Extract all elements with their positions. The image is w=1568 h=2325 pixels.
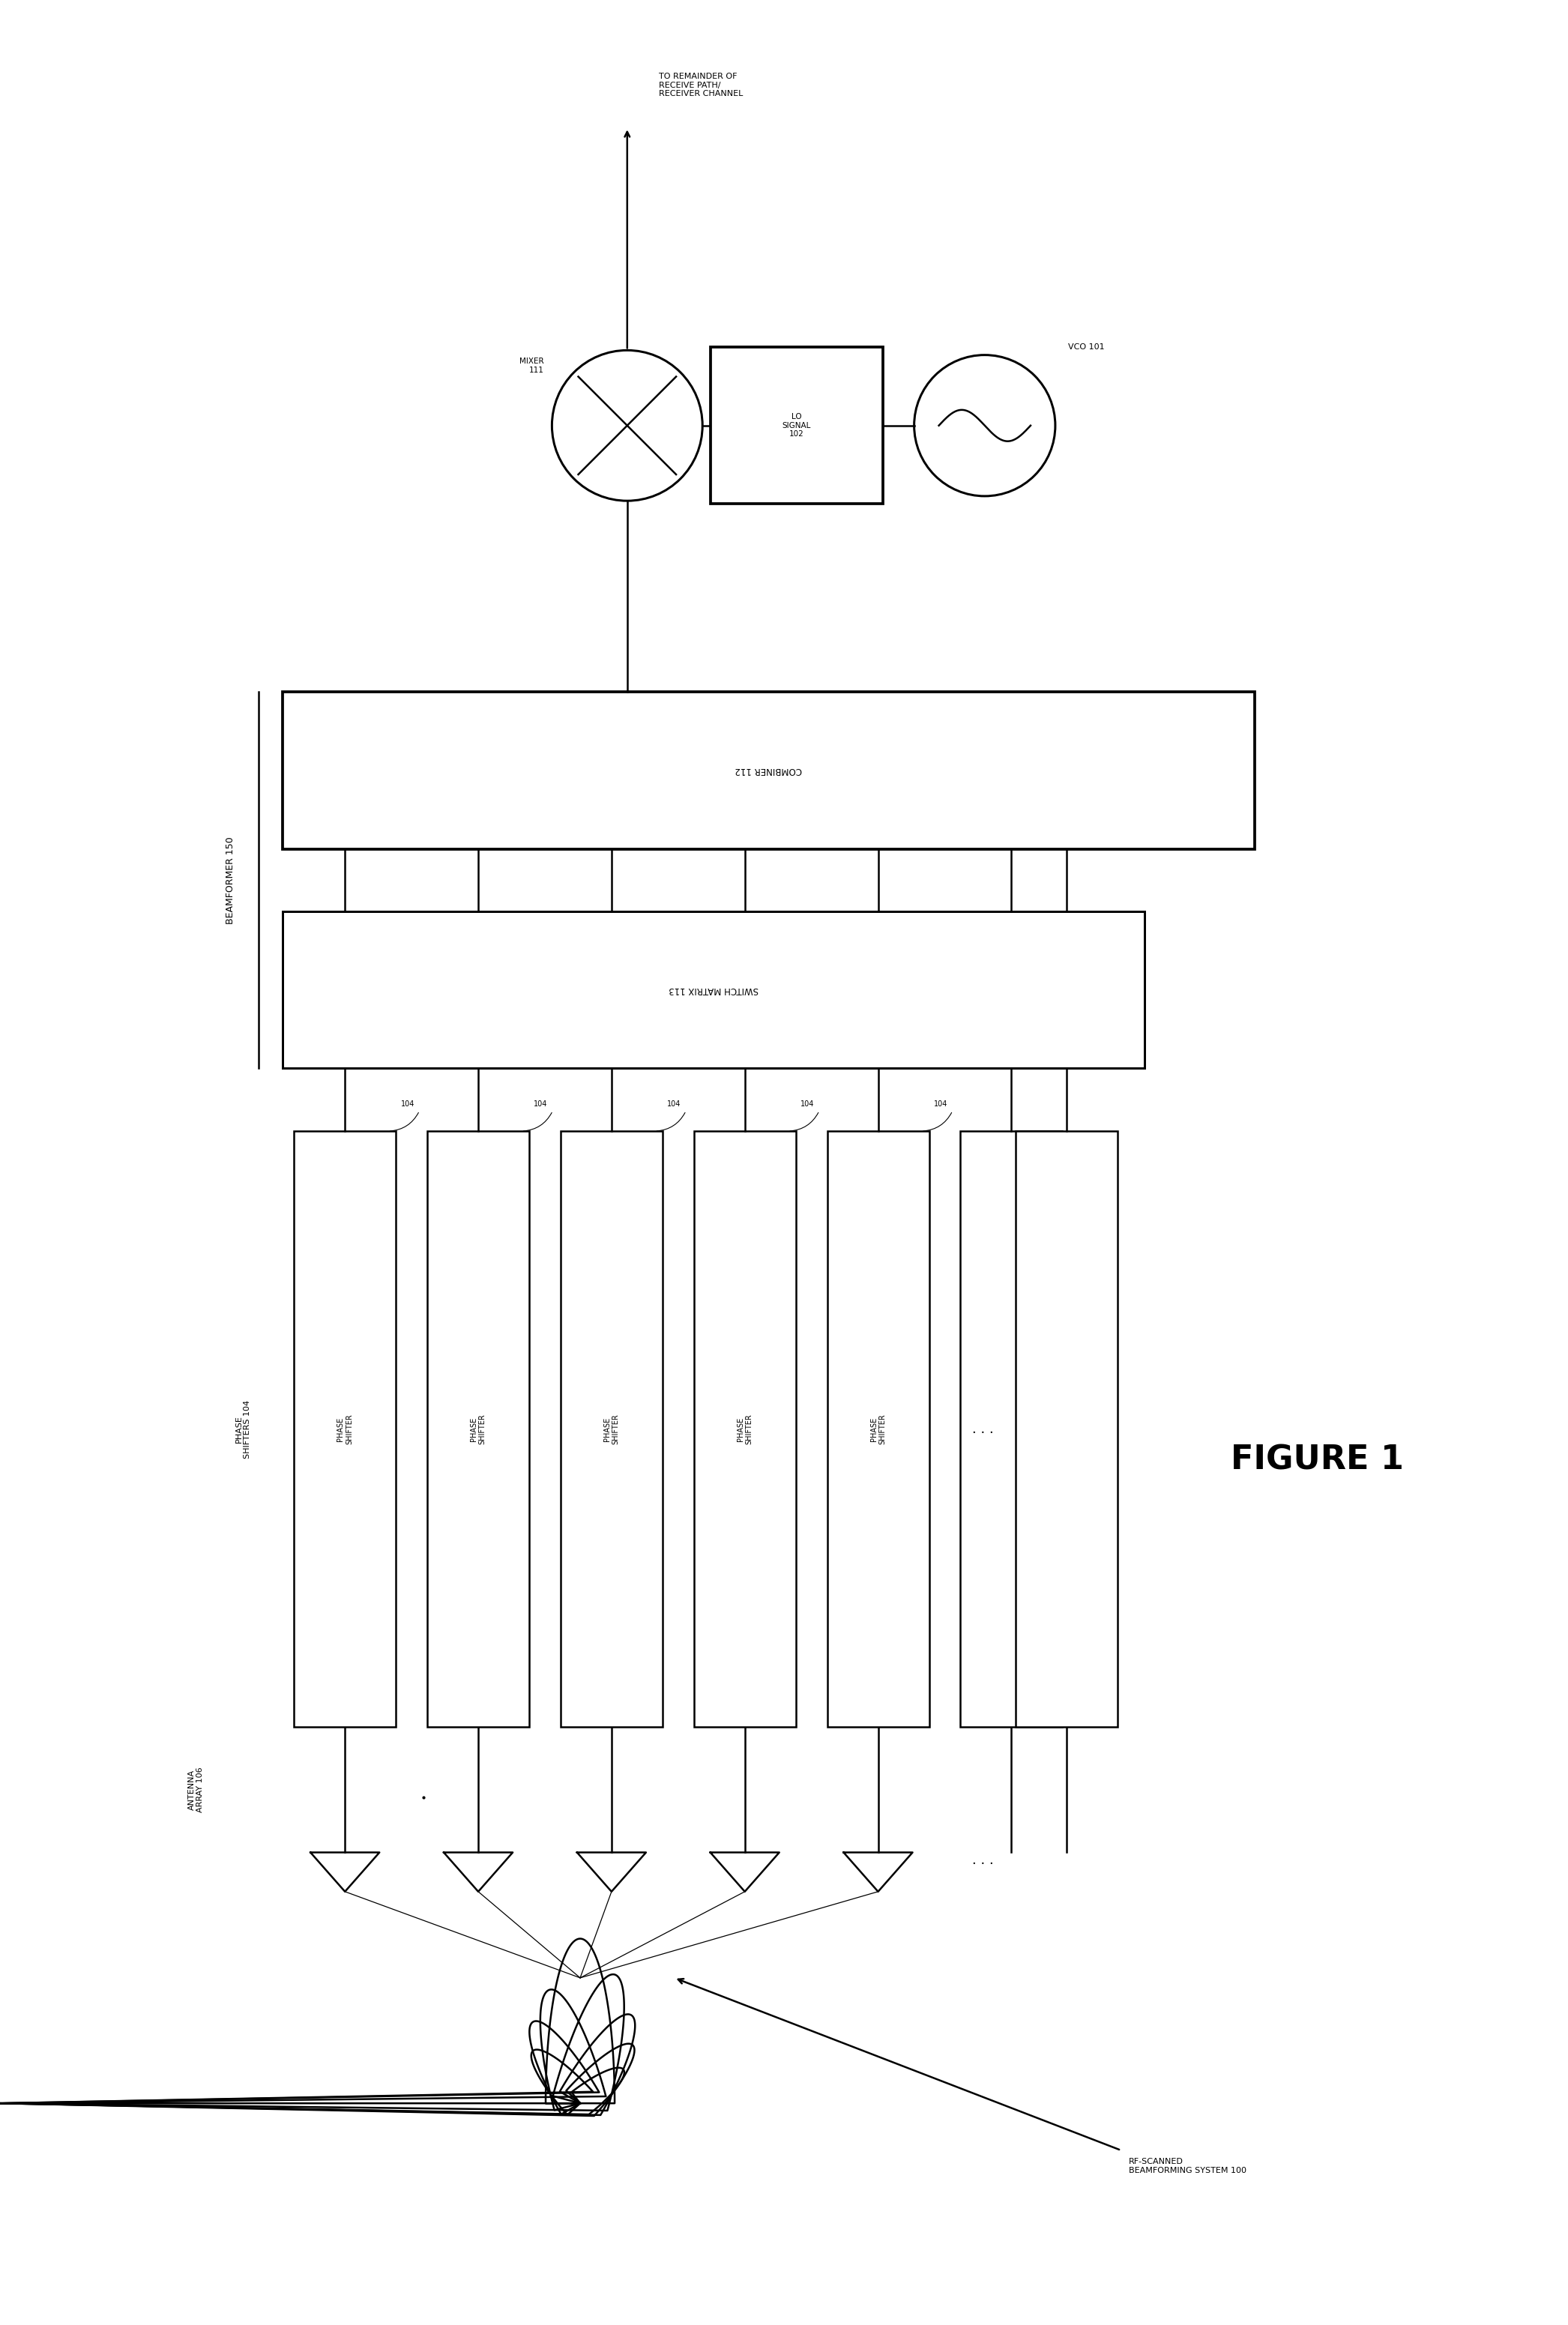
Bar <box>282 911 1145 1070</box>
Text: FIGURE 1: FIGURE 1 <box>1231 1444 1403 1476</box>
Text: 104: 104 <box>801 1100 814 1107</box>
Bar <box>282 693 1254 849</box>
Text: TO REMAINDER OF
RECEIVE PATH/
RECEIVER CHANNEL: TO REMAINDER OF RECEIVE PATH/ RECEIVER C… <box>659 72 743 98</box>
Bar <box>693 1132 797 1727</box>
Bar <box>960 1132 1063 1727</box>
Bar <box>561 1132 663 1727</box>
Text: PHASE
SHIFTER: PHASE SHIFTER <box>337 1414 353 1444</box>
Text: ANTENNA
ARRAY 106: ANTENNA ARRAY 106 <box>188 1767 204 1814</box>
Text: PHASE
SHIFTER: PHASE SHIFTER <box>870 1414 886 1444</box>
Text: PHASE
SHIFTER: PHASE SHIFTER <box>470 1414 486 1444</box>
Text: 104: 104 <box>533 1100 547 1107</box>
Text: PHASE
SHIFTERS 104: PHASE SHIFTERS 104 <box>235 1400 251 1458</box>
Text: RF-SCANNED
BEAMFORMING SYSTEM 100: RF-SCANNED BEAMFORMING SYSTEM 100 <box>1129 2158 1247 2174</box>
Bar <box>710 346 883 505</box>
Text: LO
SIGNAL
102: LO SIGNAL 102 <box>782 414 811 437</box>
Text: 104: 104 <box>668 1100 681 1107</box>
Bar <box>295 1132 395 1727</box>
Text: MIXER
111: MIXER 111 <box>519 358 544 374</box>
Text: . . .: . . . <box>972 1423 994 1437</box>
Text: . . .: . . . <box>972 1853 994 1867</box>
Text: COMBINER 112: COMBINER 112 <box>735 765 801 774</box>
Text: BEAMFORMER 150: BEAMFORMER 150 <box>226 837 235 923</box>
Bar <box>828 1132 930 1727</box>
Text: PHASE
SHIFTER: PHASE SHIFTER <box>604 1414 619 1444</box>
Text: VCO 101: VCO 101 <box>1068 344 1104 351</box>
Text: PHASE
SHIFTER: PHASE SHIFTER <box>737 1414 753 1444</box>
Bar <box>426 1132 530 1727</box>
Text: 104: 104 <box>935 1100 947 1107</box>
Text: SWITCH MATRIX 113: SWITCH MATRIX 113 <box>668 986 759 995</box>
Text: 104: 104 <box>401 1100 414 1107</box>
Bar <box>1016 1132 1116 1727</box>
